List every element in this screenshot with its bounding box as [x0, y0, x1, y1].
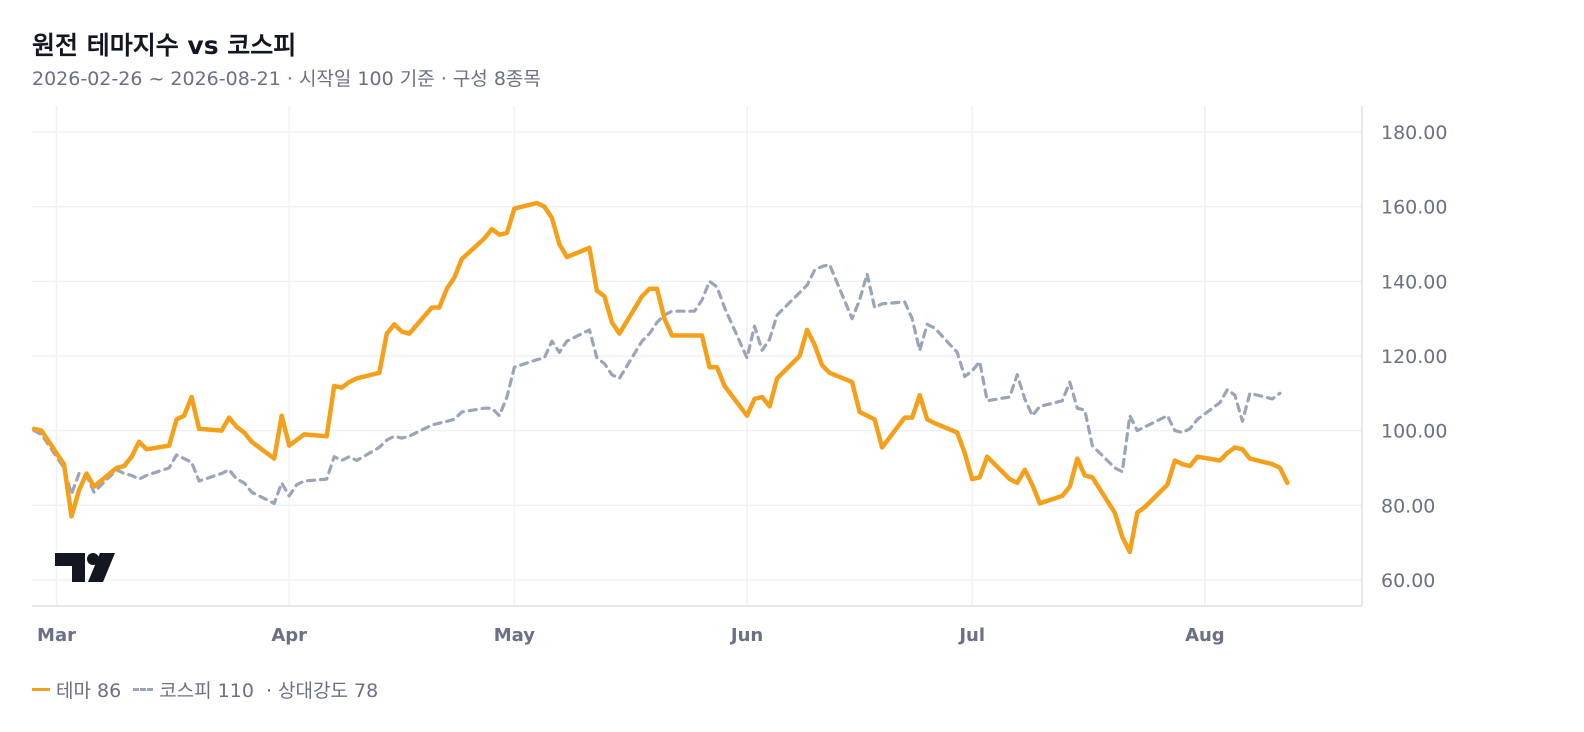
chart-legend: 테마 86 코스피 110 · 상대강도 78: [32, 676, 390, 703]
chart-title: 원전 테마지수 vs 코스피: [32, 31, 297, 60]
theme-series-line[interactable]: [31, 200, 1290, 555]
legend-item-strength: · 상대강도 78: [266, 676, 378, 703]
tradingview-logo-icon: [55, 553, 115, 582]
y-tick-label: 80.00: [1381, 495, 1435, 517]
kospi-series-line[interactable]: [32, 263, 1282, 505]
legend-kospi-label: 코스피 110: [159, 680, 254, 702]
x-tick-label: Jun: [729, 625, 763, 646]
x-tick-label: Aug: [1185, 625, 1225, 646]
legend-item-kospi[interactable]: 코스피 110: [133, 676, 254, 703]
legend-item-theme[interactable]: 테마 86: [32, 676, 121, 703]
legend-strength-label: · 상대강도 78: [265, 680, 379, 702]
series-layer: [31, 200, 1290, 555]
kospi-line-swatch-icon: [133, 688, 154, 691]
theme-line-swatch-icon: [32, 688, 50, 691]
y-tick-label: 180.00: [1381, 122, 1447, 144]
y-tick-label: 160.00: [1381, 197, 1447, 219]
grid-layer: [32, 106, 1362, 606]
x-tick-label: Jul: [957, 625, 985, 646]
x-tick-label: Apr: [271, 625, 307, 646]
y-tick-label: 100.00: [1381, 421, 1447, 443]
y-tick-label: 140.00: [1381, 271, 1447, 293]
y-tick-label: 120.00: [1381, 346, 1447, 368]
axis-layer: 180.00 160.00 140.00 120.00 100.00 80.00 60.00…: [32, 106, 1447, 646]
x-tick-label: Mar: [37, 625, 76, 646]
x-tick-label: May: [494, 625, 536, 646]
chart-subtitle: 2026-02-26 ~ 2026-08-21 · 시작일 100 기준 · 구…: [32, 68, 541, 90]
y-tick-label: 60.00: [1381, 570, 1435, 592]
legend-theme-label: 테마 86: [56, 680, 122, 702]
